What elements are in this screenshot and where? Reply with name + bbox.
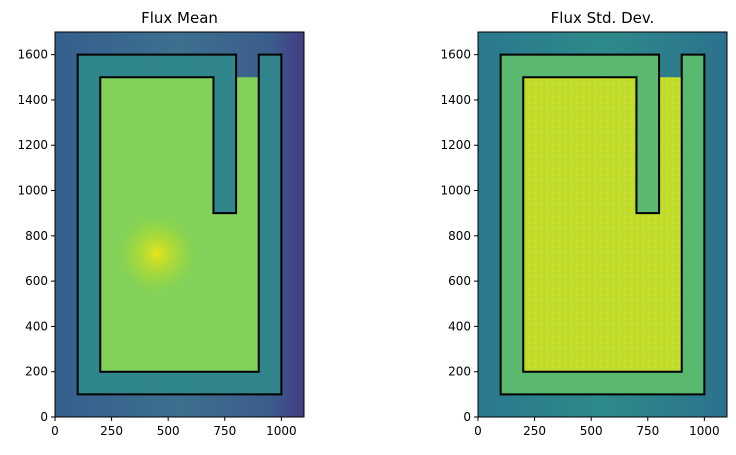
outline-path: [499, 53, 706, 396]
y-tick-label: 200: [25, 365, 48, 379]
heatmap-band: [77, 54, 282, 395]
y-tick-label: 1000: [17, 184, 48, 198]
y-tick-label: 1200: [17, 138, 48, 152]
x-tick-label: 750: [213, 424, 236, 438]
y-tick-label: 600: [448, 274, 471, 288]
y-tick-label: 1400: [17, 93, 48, 107]
x-tick-label: 0: [51, 424, 59, 438]
heatmap-band: [500, 54, 705, 395]
x-tick-label: 1000: [266, 424, 297, 438]
panel-2: Flux Std. Dev. 0 250 500 750 1000 0 200 400 600 80…: [440, 9, 728, 438]
y-tick-label: 800: [25, 229, 48, 243]
y-tick-label: 200: [448, 365, 471, 379]
x-tick-label: 0: [474, 424, 482, 438]
heatmap-hotspot: [111, 208, 202, 299]
heatmap-slot-band: [636, 54, 660, 214]
chart-title: Flux Mean: [141, 9, 218, 27]
axes-frame: [54, 31, 305, 418]
heatmap-slot-band: [213, 54, 237, 214]
y-tick-label: 0: [463, 410, 471, 424]
outline-path: [76, 53, 283, 396]
chart-title: Flux Std. Dev.: [551, 9, 655, 27]
x-tick-label: 250: [100, 424, 123, 438]
x-tick-label: 500: [157, 424, 180, 438]
x-tick-label: 500: [580, 424, 603, 438]
y-tick-label: 400: [448, 319, 471, 333]
x-tick-label: 250: [523, 424, 546, 438]
y-tick-label: 1200: [440, 138, 471, 152]
x-tick-label: 1000: [689, 424, 720, 438]
panel-1: Flux Mean 0 250 500 750 1000 0 200 400 600 800 1000…: [17, 9, 305, 438]
y-tick-label: 1600: [17, 48, 48, 62]
heatmap-noise: [523, 77, 682, 372]
y-tick-label: 1400: [440, 93, 471, 107]
y-tick-label: 1600: [440, 48, 471, 62]
y-tick-label: 600: [25, 274, 48, 288]
y-tick-label: 1000: [440, 184, 471, 198]
y-tick-label: 0: [40, 410, 48, 424]
y-tick-label: 800: [448, 229, 471, 243]
axes-frame: [477, 31, 728, 418]
x-tick-label: 750: [636, 424, 659, 438]
y-tick-label: 400: [25, 319, 48, 333]
